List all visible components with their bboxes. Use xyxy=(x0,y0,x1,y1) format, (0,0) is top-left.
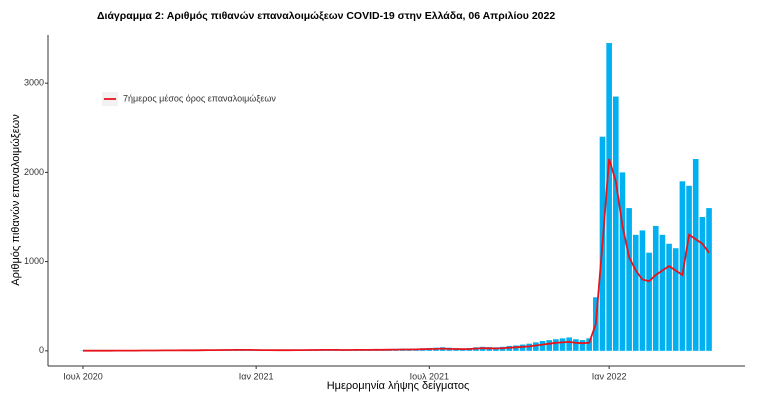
x-axis-title: Ημερομηνία λήψης δείγματος xyxy=(327,380,470,392)
bar xyxy=(586,338,592,351)
bar xyxy=(699,217,706,351)
y-tick-label: 3000 xyxy=(24,78,44,88)
bar xyxy=(706,208,712,351)
bar xyxy=(559,338,566,351)
bar xyxy=(626,208,632,351)
x-tick-label: Ιουλ 2020 xyxy=(63,371,102,381)
chart-title: Διάγραμμα 2: Αριθμός πιθανών επαναλοιμώξ… xyxy=(97,10,555,22)
bar xyxy=(659,234,666,351)
bar xyxy=(692,159,699,351)
bar xyxy=(679,181,686,351)
bar xyxy=(666,243,672,351)
bar xyxy=(566,337,572,351)
x-tick-label: Ιαν 2022 xyxy=(592,371,627,381)
x-tick-label: Ιαν 2021 xyxy=(239,371,274,381)
bar xyxy=(573,339,579,351)
bar xyxy=(519,344,526,351)
bar xyxy=(652,225,659,351)
y-axis-title: Αριθμός πιθανών επαναλοιμώξεων xyxy=(10,114,22,286)
bar xyxy=(533,342,539,351)
bar xyxy=(646,252,652,351)
bar xyxy=(686,185,692,351)
bar xyxy=(553,339,559,351)
y-tick-label: 0 xyxy=(39,345,44,355)
bar xyxy=(632,234,639,351)
bar xyxy=(619,172,626,351)
y-tick-label: 1000 xyxy=(24,256,44,266)
x-tick-label: Ιουλ 2021 xyxy=(410,371,449,381)
bar xyxy=(539,341,546,351)
bar xyxy=(639,230,646,351)
y-tick-label: 2000 xyxy=(24,167,44,177)
legend-label: 7ήμερος μέσος όρος επαναλοιμώξεων xyxy=(123,93,276,103)
bar xyxy=(606,43,612,351)
bar xyxy=(613,96,619,351)
bar xyxy=(672,248,679,351)
bar xyxy=(546,340,552,351)
line xyxy=(83,158,710,352)
bar xyxy=(579,340,586,351)
